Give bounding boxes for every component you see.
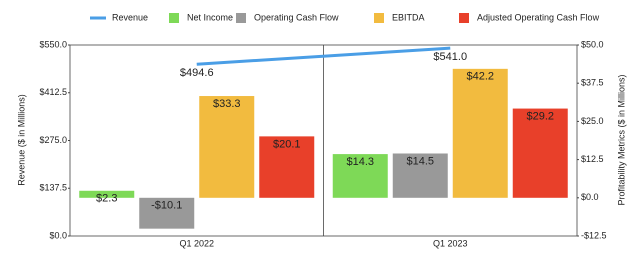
legend-swatch <box>169 13 179 23</box>
y-tick-label: $275.0 <box>39 135 67 145</box>
bar <box>259 136 315 198</box>
y2-tick-label: $12.5 <box>581 154 604 164</box>
y2-axis-label: Profitability Metrics ($ in Millions) <box>616 74 626 205</box>
bar <box>452 68 508 198</box>
legend-label: Operating Cash Flow <box>254 12 339 22</box>
legend-label: EBITDA <box>392 12 425 22</box>
bar-value-label: $14.5 <box>406 155 434 167</box>
bar-value-label: $42.2 <box>466 71 494 83</box>
x-tick-label: Q1 2022 <box>179 238 214 248</box>
y2-tick-label: $25.0 <box>581 116 604 126</box>
legend-swatch <box>236 13 246 23</box>
bar-value-label: -$10.1 <box>151 200 182 212</box>
legend-swatch <box>459 13 469 23</box>
x-tick-label: Q1 2023 <box>433 238 468 248</box>
line-value-label: $541.0 <box>433 51 467 63</box>
legend-swatch <box>374 13 384 23</box>
bar <box>332 154 388 198</box>
bar <box>79 190 135 198</box>
bar-value-label: $14.3 <box>346 156 374 168</box>
legend-label: Net Income <box>187 12 233 22</box>
y2-tick-label: $37.5 <box>581 78 604 88</box>
bar-value-label: $29.2 <box>526 110 554 122</box>
y-axis-label: Revenue ($ in Millions) <box>16 94 26 186</box>
bar <box>199 96 255 198</box>
y-tick-label: $550.0 <box>39 39 67 49</box>
bar-value-label: $20.1 <box>273 138 301 150</box>
y2-tick-label: -$12.5 <box>581 230 607 240</box>
bar-value-label: $2.3 <box>96 193 117 205</box>
y-tick-label: $412.5 <box>39 87 67 97</box>
line <box>196 46 451 66</box>
bar-value-label: $33.3 <box>213 98 241 110</box>
y2-tick-label: $50.0 <box>581 39 604 49</box>
y-tick-label: $0.0 <box>49 230 67 240</box>
legend-label: Adjusted Operating Cash Flow <box>477 12 600 22</box>
legend-label: Revenue <box>112 12 148 22</box>
y2-tick-label: $0.0 <box>581 192 599 202</box>
bar <box>512 108 568 198</box>
bar <box>139 197 195 229</box>
y-tick-label: $137.5 <box>39 183 67 193</box>
bar <box>392 153 448 198</box>
line-value-label: $494.6 <box>180 67 214 79</box>
